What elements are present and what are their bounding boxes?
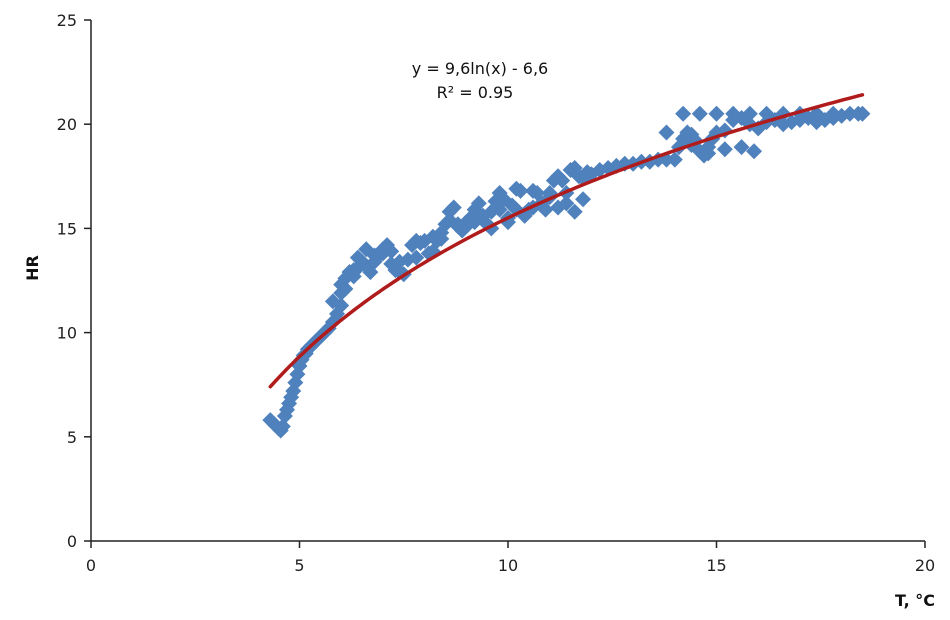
data-point — [512, 182, 529, 199]
data-point — [725, 105, 742, 122]
data-point — [733, 139, 750, 156]
x-tick-label: 5 — [294, 556, 304, 575]
y-tick-label: 25 — [57, 11, 77, 30]
axes: 0 5 10 15 20 25 0 5 10 15 20 — [57, 11, 936, 575]
data-point — [746, 143, 763, 160]
data-point — [708, 105, 725, 122]
x-axis-title: T, °C — [895, 591, 935, 610]
data-point — [445, 199, 462, 216]
data-point — [575, 191, 592, 208]
data-point — [274, 418, 291, 435]
x-tick-label: 20 — [915, 556, 935, 575]
data-point — [758, 105, 775, 122]
y-tick-label: 10 — [57, 324, 77, 343]
x-tick-label: 10 — [498, 556, 518, 575]
data-point — [550, 199, 567, 216]
data-point — [716, 141, 733, 158]
data-point — [433, 230, 450, 247]
data-point — [675, 105, 692, 122]
y-tick-label: 20 — [57, 115, 77, 134]
y-tick-label: 0 — [67, 532, 77, 551]
y-axis-title: HR — [23, 255, 42, 281]
x-tick-label: 0 — [86, 556, 96, 575]
trendline-r2: R² = 0.95 — [437, 83, 514, 102]
x-tick-label: 15 — [706, 556, 726, 575]
trendline — [268, 93, 865, 389]
data-point — [700, 145, 717, 162]
trendline-equation: y = 9,6ln(x) - 6,6 — [412, 59, 548, 78]
y-tick-label: 15 — [57, 219, 77, 238]
data-point — [349, 249, 366, 266]
scatter-points — [262, 105, 871, 439]
data-point — [658, 124, 675, 141]
data-point — [374, 245, 391, 262]
data-point — [491, 201, 508, 218]
trendline-layer — [268, 93, 865, 389]
data-point — [466, 214, 483, 231]
data-point — [566, 203, 583, 220]
data-point — [854, 105, 871, 122]
data-point — [666, 151, 683, 168]
data-point — [554, 172, 571, 189]
data-point — [333, 276, 350, 293]
y-tick-label: 5 — [67, 428, 77, 447]
data-point — [391, 253, 408, 270]
data-point — [449, 218, 466, 235]
data-point — [470, 195, 487, 212]
data-point — [341, 264, 358, 281]
data-point — [408, 249, 425, 266]
data-point — [691, 105, 708, 122]
data-point — [324, 293, 341, 310]
data-point — [841, 105, 858, 122]
labels: y = 9,6ln(x) - 6,6 R² = 0.95 HR T, °C — [23, 59, 935, 610]
data-point — [741, 105, 758, 122]
data-point — [825, 105, 842, 122]
